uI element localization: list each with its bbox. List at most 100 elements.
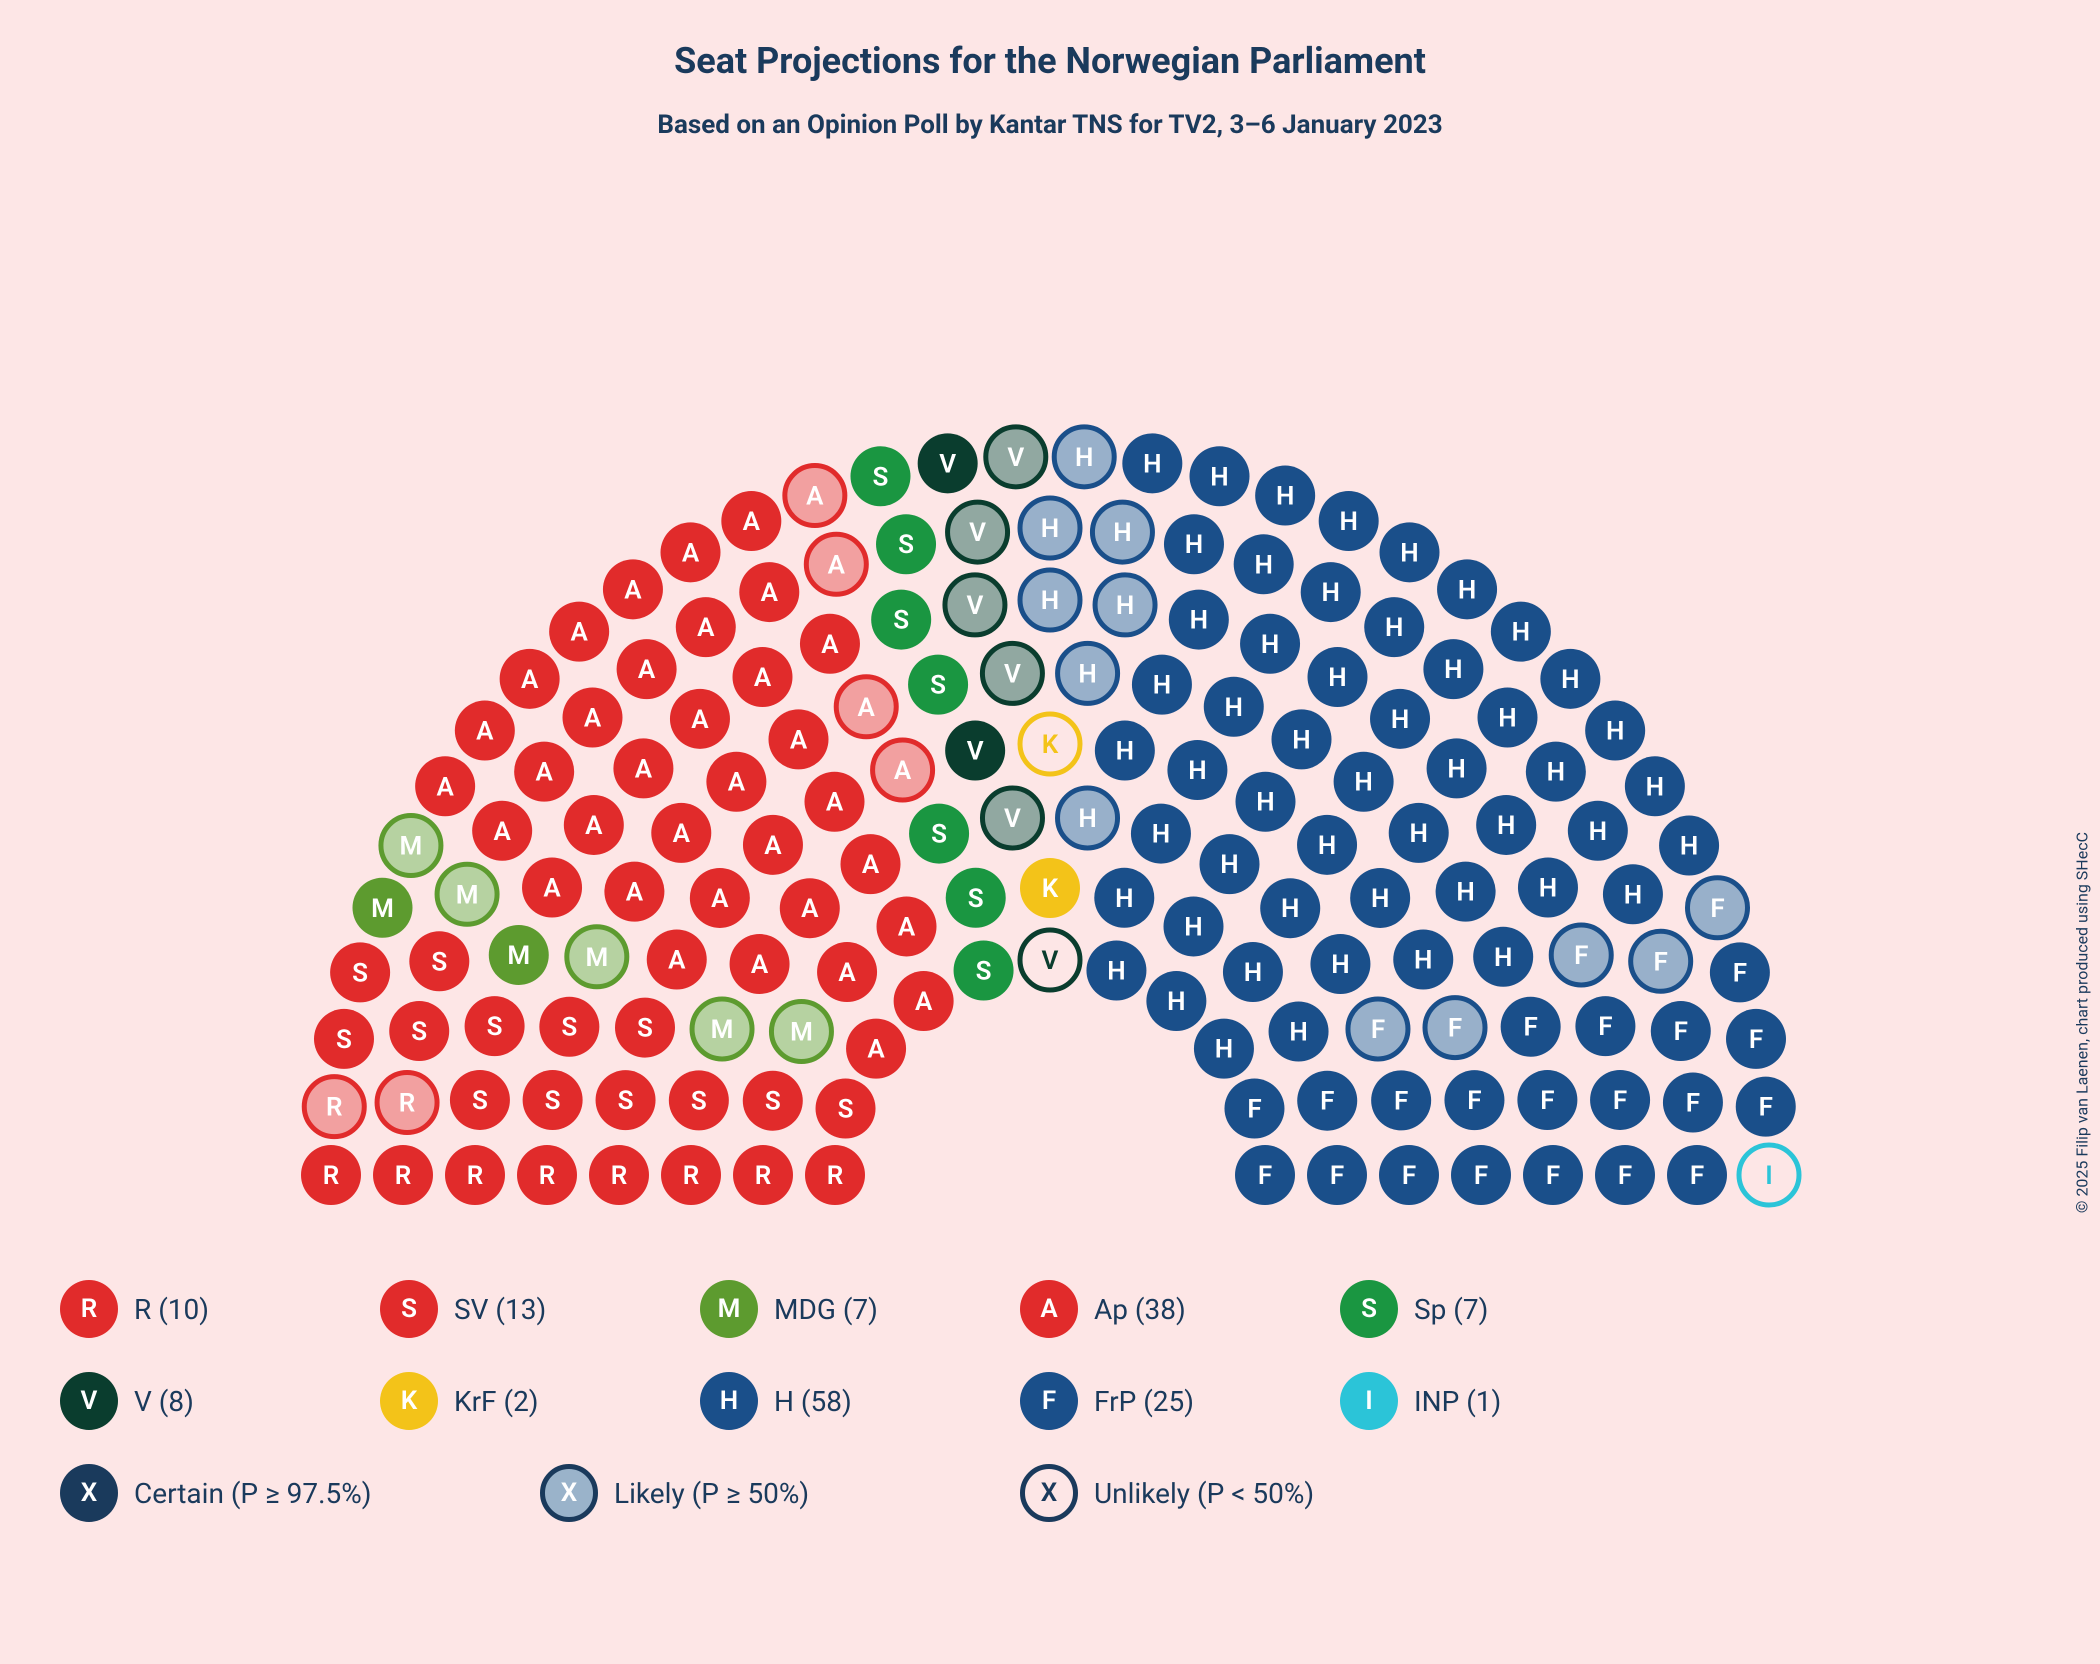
svg-text:H: H (1184, 912, 1202, 942)
svg-text:A: A (626, 878, 644, 908)
svg-text:H: H (1276, 482, 1294, 512)
seat-Ap: A (780, 878, 840, 938)
legend-label: R (10) (134, 1293, 209, 1326)
seat-FrP: F (1379, 1145, 1439, 1205)
svg-text:A: A (535, 758, 553, 788)
seat-Ap: A (836, 677, 896, 737)
seat-H: H (1255, 466, 1315, 526)
seat-H: H (1122, 433, 1182, 493)
svg-text:F: F (1613, 1086, 1627, 1116)
seat-Ap: A (415, 756, 475, 816)
seat-Ap: A (670, 689, 730, 749)
legend-circle: K (380, 1372, 438, 1430)
svg-text:S: S (765, 1087, 781, 1117)
svg-text:V: V (967, 737, 984, 767)
svg-text:H: H (1339, 507, 1357, 537)
seat-V: V (982, 788, 1042, 848)
legend-parties-row-1: RR (10)SSV (13)MMDG (7)AAp (38)SSp (7) (60, 1280, 2040, 1338)
seat-H: H (1234, 534, 1294, 594)
seat-Ap: A (877, 896, 937, 956)
svg-text:H: H (1331, 950, 1349, 980)
svg-text:R: R (539, 1161, 556, 1191)
svg-text:M: M (371, 894, 394, 924)
svg-text:A: A (728, 768, 746, 798)
svg-text:R: R (323, 1161, 340, 1191)
svg-text:H: H (1539, 874, 1557, 904)
seat-Ap: A (785, 466, 845, 526)
seat-Ap: A (841, 834, 901, 894)
seat-Ap: A (563, 688, 623, 748)
svg-text:H: H (1410, 819, 1428, 849)
chart-container: Seat Projections for the Norwegian Parli… (0, 0, 2100, 1664)
seat-FrP: F (1371, 1070, 1431, 1130)
svg-text:A: A (761, 578, 779, 608)
seat-H: H (1020, 498, 1080, 558)
svg-text:H: H (1391, 705, 1409, 735)
seat-SV: S (669, 1070, 729, 1130)
seat-H: H (1423, 639, 1483, 699)
seat-H: H (1585, 701, 1645, 761)
seat-H: H (1095, 575, 1155, 635)
seat-Ap: A (603, 559, 663, 619)
svg-text:F: F (1749, 1025, 1763, 1055)
svg-text:A: A (493, 817, 511, 847)
seat-H: H (1200, 834, 1260, 894)
svg-text:A: A (682, 538, 700, 568)
svg-text:F: F (1524, 1013, 1538, 1043)
seat-H: H (1190, 446, 1250, 506)
svg-text:A: A (697, 613, 715, 643)
svg-text:F: F (1474, 1161, 1488, 1191)
svg-text:M: M (790, 1018, 813, 1048)
svg-text:S: S (976, 957, 992, 987)
seat-H: H (1603, 864, 1663, 924)
svg-text:K: K (1042, 874, 1059, 904)
seat-SV: S (743, 1071, 803, 1131)
seat-FrP: F (1224, 1079, 1284, 1139)
seat-H: H (1350, 868, 1410, 928)
legend-item-SV: S SV (13) (380, 1280, 700, 1338)
seat-FrP: F (1551, 925, 1611, 985)
svg-text:F: F (1320, 1087, 1334, 1117)
seat-H: H (1167, 740, 1227, 800)
svg-text:A: A (828, 550, 846, 580)
svg-text:H: H (1318, 831, 1336, 861)
hemicycle-chart: RRRRRRRRRRSSSSSSSSSSSSSMMMMMMMAAAAAAAAAA… (50, 175, 2050, 1275)
svg-text:H: H (1153, 671, 1171, 701)
legend-label: FrP (25) (1094, 1385, 1194, 1418)
svg-text:F: F (1402, 1161, 1416, 1191)
legend-label: SV (13) (454, 1293, 546, 1326)
legend-circle: S (380, 1280, 438, 1338)
seat-R: R (733, 1145, 793, 1205)
svg-text:H: H (1113, 518, 1131, 548)
svg-text:A: A (585, 811, 603, 841)
seat-H: H (1131, 804, 1191, 864)
legend-item-MDG: MMDG (7) (700, 1280, 1020, 1338)
seat-FrP: F (1595, 1145, 1655, 1205)
seat-H: H (1240, 614, 1300, 674)
seat-Ap: A (690, 868, 750, 928)
seat-Ap: A (564, 795, 624, 855)
seat-Ap: A (617, 639, 677, 699)
svg-text:F: F (1330, 1161, 1344, 1191)
svg-text:H: H (1289, 1018, 1307, 1048)
svg-text:H: H (1256, 788, 1274, 818)
seat-Ap: A (769, 709, 829, 769)
seat-H: H (1476, 795, 1536, 855)
svg-text:H: H (1078, 659, 1096, 689)
svg-text:R: R (683, 1161, 700, 1191)
svg-text:H: H (1261, 630, 1279, 660)
seat-H: H (1389, 803, 1449, 863)
svg-text:H: H (1494, 943, 1512, 973)
seat-Sp: S (850, 446, 910, 506)
seat-V: V (948, 502, 1008, 562)
seat-H: H (1437, 559, 1497, 619)
seat-Ap: A (743, 815, 803, 875)
seat-H: H (1146, 971, 1206, 1031)
seat-H: H (1094, 868, 1154, 928)
svg-text:H: H (1371, 884, 1389, 914)
seat-H: H (1308, 647, 1368, 707)
seat-SV: S (816, 1079, 876, 1139)
svg-text:H: H (1041, 586, 1059, 616)
seat-H: H (1526, 742, 1586, 802)
seat-H: H (1164, 896, 1224, 956)
